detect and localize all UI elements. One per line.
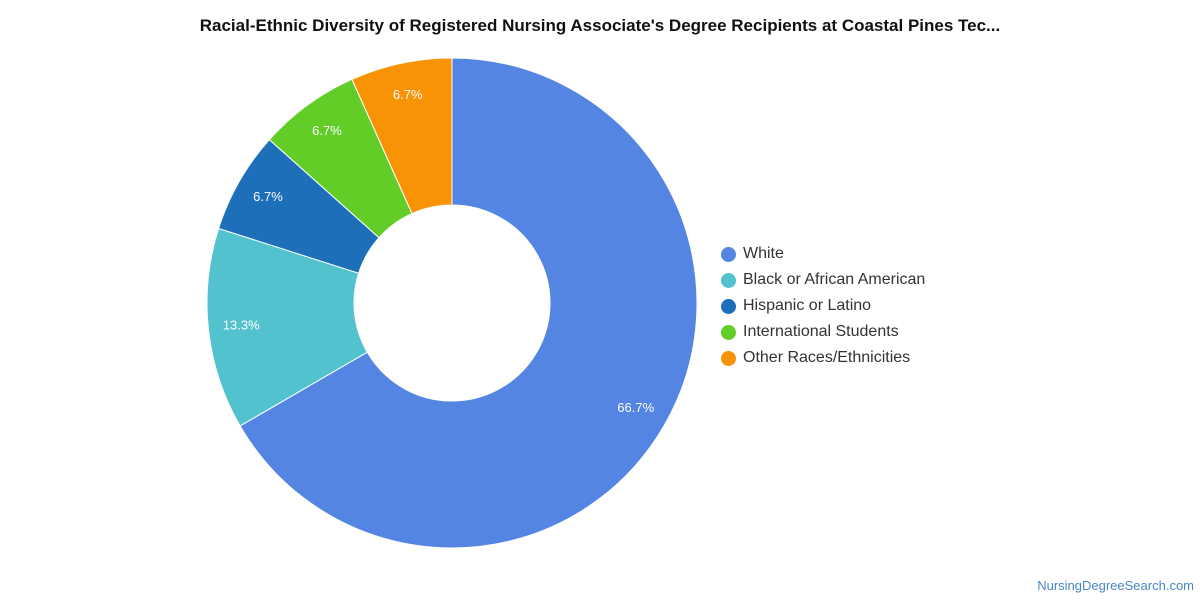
slice-black-or-african-american[interactable] xyxy=(206,227,368,427)
source-link[interactable]: NursingDegreeSearch.com xyxy=(1037,578,1194,593)
chart-title: Racial-Ethnic Diversity of Registered Nu… xyxy=(199,16,1001,35)
legend-swatch-international-students xyxy=(721,324,736,340)
slice-value-label-white: 66.7% xyxy=(617,400,654,415)
slice-value-label-hispanic-or-latino: 6.7% xyxy=(253,189,283,204)
slice-other-races-ethnicities[interactable] xyxy=(351,57,453,215)
legend-item-hispanic-or-latino[interactable]: Hispanic or Latino xyxy=(721,293,925,319)
legend-label-hispanic-or-latino: Hispanic or Latino xyxy=(743,297,872,314)
legend-swatch-hispanic-or-latino xyxy=(721,298,736,314)
legend: White Black or African American Hispanic… xyxy=(721,241,925,371)
slice-value-label-black-or-african-american: 13.3% xyxy=(223,317,260,332)
slice-value-label-other-races-ethnicities: 6.7% xyxy=(393,87,423,102)
legend-item-international-students[interactable]: International Students xyxy=(721,319,925,345)
legend-item-black-or-african-american[interactable]: Black or African American xyxy=(721,267,925,293)
legend-label-international-students: International Students xyxy=(743,323,899,340)
legend-label-other-races-ethnicities: Other Races/Ethnicities xyxy=(743,349,911,366)
slice-white[interactable] xyxy=(239,57,698,549)
legend-item-white[interactable]: White xyxy=(721,241,925,267)
legend-swatch-other-races-ethnicities xyxy=(721,350,736,366)
legend-item-other-races-ethnicities[interactable]: Other Races/Ethnicities xyxy=(721,345,925,371)
legend-label-black-or-african-american: Black or African American xyxy=(743,271,926,288)
slice-value-label-international-students: 6.7% xyxy=(312,123,342,138)
legend-swatch-black-or-african-american xyxy=(721,272,736,288)
legend-label-white: White xyxy=(743,245,784,262)
legend-swatch-white xyxy=(721,246,736,262)
